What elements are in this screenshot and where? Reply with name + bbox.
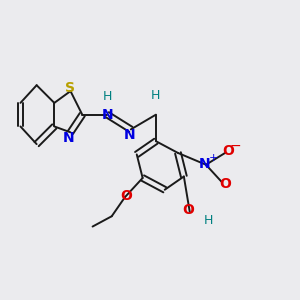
- Text: H: H: [151, 89, 160, 102]
- Text: H: H: [204, 214, 214, 227]
- Text: O: O: [182, 203, 194, 218]
- Text: N: N: [101, 108, 113, 122]
- Text: O: O: [120, 189, 132, 202]
- Text: +: +: [208, 153, 218, 163]
- Text: O: O: [222, 145, 234, 158]
- Text: S: S: [65, 81, 76, 95]
- Text: N: N: [199, 157, 210, 171]
- Text: N: N: [63, 131, 75, 145]
- Text: H: H: [103, 91, 112, 103]
- Text: N: N: [124, 128, 135, 142]
- Text: −: −: [230, 139, 241, 153]
- Text: O: O: [219, 177, 231, 191]
